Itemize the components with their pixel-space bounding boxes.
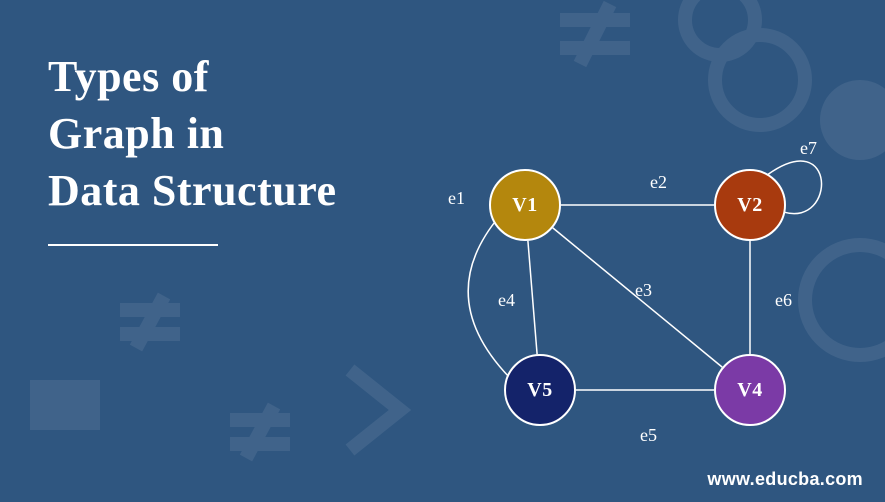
title-line-3: Data Structure [48, 162, 336, 219]
edge-label-e1: e1 [448, 188, 465, 209]
edge-label-e7: e7 [800, 138, 817, 159]
infographic-canvas: Types of Graph in Data Structure e1e2e3e… [0, 0, 885, 502]
node-v5: V5 [504, 354, 576, 426]
title-underline [48, 244, 218, 246]
title-line-2: Graph in [48, 105, 336, 162]
edge-label-e2: e2 [650, 172, 667, 193]
edge-label-e5: e5 [640, 425, 657, 446]
node-v1: V1 [489, 169, 561, 241]
edge-label-e4: e4 [498, 290, 515, 311]
title-block: Types of Graph in Data Structure [48, 48, 336, 246]
node-v2: V2 [714, 169, 786, 241]
node-v4: V4 [714, 354, 786, 426]
edge-e4 [528, 241, 537, 354]
graph-diagram: e1 e2 e3 e4 e5 e6 e7 V1 V2 V4 V5 [380, 130, 860, 460]
edge-label-e6: e6 [775, 290, 792, 311]
title-line-1: Types of [48, 48, 336, 105]
edge-label-e3: e3 [635, 280, 652, 301]
footer-url: www.educba.com [707, 469, 863, 490]
